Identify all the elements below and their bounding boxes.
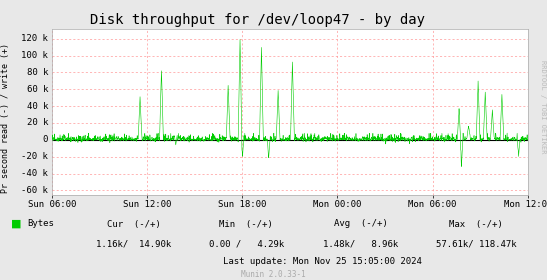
Text: -40 k: -40 k [21,169,48,178]
Text: -20 k: -20 k [21,152,48,161]
Text: Pr second read (-) / write (+): Pr second read (-) / write (+) [1,43,10,193]
Text: Disk throughput for /dev/loop47 - by day: Disk throughput for /dev/loop47 - by day [90,13,424,27]
Text: 60 k: 60 k [27,85,48,94]
Text: 20 k: 20 k [27,118,48,127]
Text: -60 k: -60 k [21,186,48,195]
Text: 80 k: 80 k [27,68,48,77]
Text: ■: ■ [11,219,21,229]
Text: Last update: Mon Nov 25 15:05:00 2024: Last update: Mon Nov 25 15:05:00 2024 [223,257,422,266]
Text: 57.61k/ 118.47k: 57.61k/ 118.47k [435,239,516,248]
Text: Max  (-/+): Max (-/+) [449,220,503,228]
Text: 120 k: 120 k [21,34,48,43]
Text: Min  (-/+): Min (-/+) [219,220,273,228]
Text: 40 k: 40 k [27,102,48,111]
Text: 1.16k/  14.90k: 1.16k/ 14.90k [96,239,172,248]
Text: Munin 2.0.33-1: Munin 2.0.33-1 [241,270,306,279]
Text: RRDTOOL / TOBI OETIKER: RRDTOOL / TOBI OETIKER [540,60,546,153]
Text: 0: 0 [43,135,48,144]
Text: Cur  (-/+): Cur (-/+) [107,220,161,228]
Text: Bytes: Bytes [27,220,54,228]
Text: Avg  (-/+): Avg (-/+) [334,220,388,228]
Text: 1.48k/   8.96k: 1.48k/ 8.96k [323,239,399,248]
Text: 100 k: 100 k [21,51,48,60]
Text: 0.00 /   4.29k: 0.00 / 4.29k [208,239,284,248]
